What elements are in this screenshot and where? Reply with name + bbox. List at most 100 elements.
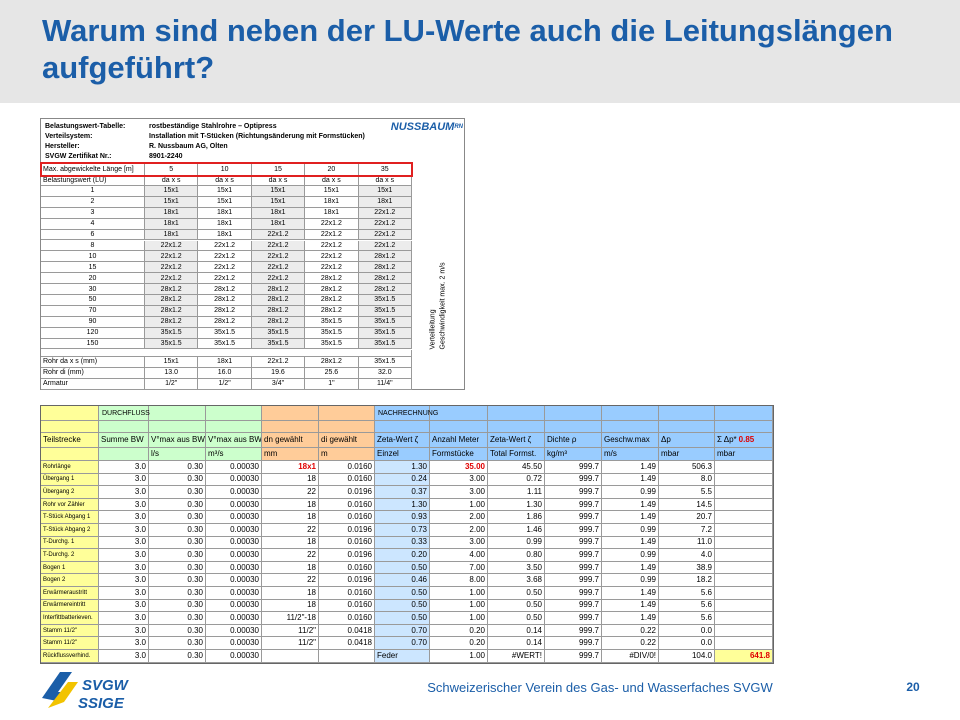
data-cell: Erwärmeraustritt (41, 587, 99, 600)
data-cell: 0.73 (375, 524, 430, 537)
slide-title: Warum sind neben der LU-Werte auch die L… (42, 13, 893, 85)
dimension: 15x1 (198, 186, 252, 197)
data-cell (715, 461, 773, 474)
info-value: rostbeständige Stahlrohre – Optipress (149, 122, 277, 130)
dimension: 28x1.2 (251, 295, 306, 306)
logo-text: SVGW (82, 677, 130, 694)
data-cell: 1.30 (375, 498, 430, 512)
header-cell (430, 406, 488, 421)
data-cell: 0.99 (602, 574, 659, 587)
data-cell: 0.00030 (206, 486, 262, 499)
data-cell: 999.7 (545, 536, 602, 550)
data-cell: 999.7 (545, 650, 602, 663)
header-cell (41, 406, 99, 421)
header-cell (659, 421, 715, 433)
title-band (0, 0, 960, 103)
data-cell (319, 650, 375, 663)
column-header: Teilstrecke (41, 433, 99, 448)
data-cell: 0.00030 (206, 536, 262, 550)
data-cell: 0.00030 (206, 498, 262, 512)
data-cell: 999.7 (545, 473, 602, 487)
dimension: 28x1.2 (305, 273, 359, 285)
data-cell: 999.7 (545, 599, 602, 613)
unit-cell: kg/m³ (545, 448, 602, 461)
dimension: 15x1 (198, 196, 252, 208)
dimension: 18x1 (145, 207, 199, 219)
dimension: 35x1.5 (358, 316, 412, 328)
data-cell: 999.7 (545, 561, 602, 575)
data-cell: 3.0 (99, 612, 149, 625)
footer-value: 16.0 (198, 367, 252, 379)
data-cell (262, 650, 319, 663)
dimension: 28x1.2 (198, 284, 252, 295)
header-cell (602, 406, 659, 421)
header-cell (545, 421, 602, 433)
dimension: 35x1.5 (145, 327, 199, 339)
data-cell: T-Durchg. 2 (41, 549, 99, 562)
data-cell: 0.30 (149, 637, 206, 650)
dimension: 22x1.2 (145, 240, 199, 252)
data-cell: 0.00030 (206, 461, 262, 474)
data-cell: 1.49 (602, 561, 659, 575)
unit: da x s (251, 176, 306, 186)
dimension: 22x1.2 (305, 240, 359, 252)
data-cell: 999.7 (545, 624, 602, 638)
data-cell: 0.24 (375, 473, 430, 487)
data-cell: 1.00 (430, 587, 488, 600)
header-cell (375, 421, 430, 433)
logo-text: SSIGE (78, 695, 125, 712)
data-cell: 3.0 (99, 473, 149, 487)
data-cell: 0.30 (149, 473, 206, 487)
data-cell: 0.0418 (319, 637, 375, 650)
data-cell: T-Stück Abgang 1 (41, 511, 99, 524)
lu-value: 150 (41, 338, 145, 350)
data-cell: 1.11 (488, 486, 545, 499)
footer-value: 3/4" (251, 378, 306, 390)
dimension: 28x1.2 (358, 273, 412, 285)
lu-value: 10 (41, 251, 145, 263)
lu-value: 4 (41, 218, 145, 230)
data-cell: 3.68 (488, 574, 545, 587)
data-cell: 18.2 (659, 574, 715, 587)
data-cell: 3.0 (99, 561, 149, 575)
column-header: dn gewählt (262, 433, 319, 448)
data-cell (715, 473, 773, 487)
data-cell: #WERT! (488, 650, 545, 663)
data-cell: 999.7 (545, 511, 602, 524)
dimension: 22x1.2 (358, 207, 412, 219)
data-cell: 0.0196 (319, 574, 375, 587)
data-cell: #DIV/0! (602, 650, 659, 663)
data-cell: 18 (262, 498, 319, 512)
data-cell: 18 (262, 587, 319, 600)
data-cell: 0.00030 (206, 574, 262, 587)
data-cell: Rückflussverhind. (41, 650, 99, 663)
data-cell: 3.0 (99, 650, 149, 663)
group-label: NACHRECHNUNG (378, 410, 439, 417)
dimension: 28x1.2 (198, 316, 252, 328)
highlight-box (40, 162, 413, 177)
data-cell: 22 (262, 574, 319, 587)
data-cell: 3.00 (430, 486, 488, 499)
data-cell: 8.0 (659, 473, 715, 487)
dimension: 15x1 (145, 186, 199, 197)
data-cell: 0.00030 (206, 473, 262, 487)
lu-value: 8 (41, 240, 145, 252)
logo-name: NUSSBAUM (391, 120, 455, 133)
info-label: Hersteller: (45, 142, 80, 150)
data-cell: 14.5 (659, 498, 715, 512)
data-cell: 1.00 (430, 650, 488, 663)
footer-value: 32.0 (358, 367, 412, 379)
dimension: 35x1.5 (358, 327, 412, 339)
data-cell: 999.7 (545, 612, 602, 625)
data-cell: 3.0 (99, 511, 149, 524)
data-cell (715, 637, 773, 650)
data-cell: 0.0196 (319, 549, 375, 562)
dimension: 22x1.2 (358, 240, 412, 252)
dimension: 35x1.5 (358, 305, 412, 317)
data-cell: 999.7 (545, 587, 602, 600)
data-cell: 0.30 (149, 574, 206, 587)
data-cell: 3.00 (430, 473, 488, 487)
data-cell: Rohr vor Zähler (41, 498, 99, 512)
data-cell: 3.0 (99, 624, 149, 638)
data-cell: 0.22 (602, 624, 659, 638)
